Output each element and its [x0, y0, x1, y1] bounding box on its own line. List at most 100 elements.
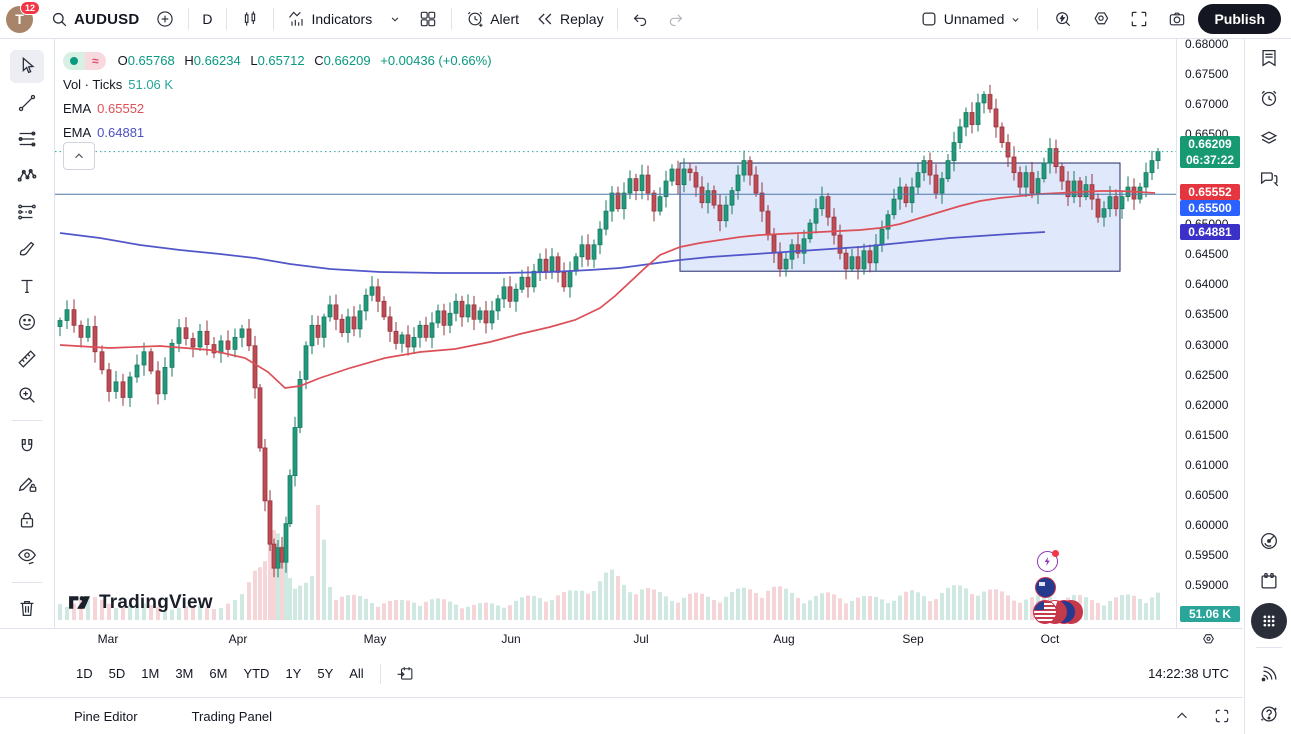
separator — [225, 8, 227, 30]
price-tick: 0.62000 — [1185, 397, 1229, 412]
chart-type-button[interactable] — [233, 5, 267, 33]
trend-line-icon — [16, 92, 38, 114]
compare-add-button[interactable] — [148, 5, 182, 33]
tool-xabcd-pattern-button[interactable] — [10, 160, 44, 193]
price-tick: 0.67500 — [1185, 67, 1229, 82]
brush-icon — [16, 238, 38, 260]
price-badge-ema-slow: 0.64881 — [1180, 224, 1240, 240]
range-1y-button[interactable]: 1Y — [277, 661, 309, 686]
publish-button[interactable]: Publish — [1198, 4, 1281, 34]
range-1m-button[interactable]: 1M — [133, 661, 167, 686]
ema-slow-line[interactable] — [59, 231, 1046, 274]
tool-cursor-button[interactable] — [10, 50, 44, 83]
quick-search-button[interactable] — [1046, 5, 1080, 33]
redo-icon — [666, 10, 685, 29]
chart-pane[interactable]: ≈ O0.65768 H0.66234 L0.65712 C0.66209 +0… — [55, 38, 1176, 628]
month-label-mar: Mar — [97, 632, 119, 646]
range-5d-button[interactable]: 5D — [101, 661, 134, 686]
axis-settings-gear-icon[interactable] — [1200, 631, 1217, 653]
replay-button[interactable]: Replay — [528, 5, 611, 33]
plus-circle-icon — [155, 9, 175, 29]
save-layout-button[interactable]: Unnamed — [912, 5, 1030, 33]
tool-edit-lock-button[interactable] — [10, 467, 44, 500]
economic-event-au-flag-icon[interactable] — [1035, 577, 1056, 598]
tool-brush-button[interactable] — [10, 233, 44, 266]
price-tick: 0.61000 — [1185, 457, 1229, 472]
chart-settings-button[interactable] — [1084, 5, 1118, 33]
tool-lock-button[interactable] — [10, 504, 44, 537]
calendar-icon — [1258, 570, 1280, 592]
undo-button[interactable] — [624, 6, 657, 33]
chevron-up-icon — [75, 153, 83, 159]
panel-maximize-icon[interactable] — [1213, 707, 1231, 725]
ema-fast-line[interactable] — [59, 190, 1156, 389]
chevron-down-icon — [388, 12, 402, 26]
notification-badge: 12 — [19, 0, 40, 15]
range-all-button[interactable]: All — [341, 661, 371, 686]
help-icon — [1258, 703, 1280, 725]
screener-radar-icon — [1258, 530, 1280, 552]
indicator-row-2[interactable]: EMA 0.64881 — [63, 121, 492, 145]
snapshot-button[interactable] — [1160, 5, 1194, 33]
collapse-legend-button[interactable] — [63, 142, 95, 170]
sidebar-screener-radar-button[interactable] — [1249, 521, 1289, 561]
time-axis[interactable]: Mar Apr May Jun Jul Aug Sep Oct — [0, 628, 1243, 651]
panel-chevron-up-icon[interactable] — [1173, 707, 1191, 725]
right-sidebar — [1244, 38, 1291, 734]
range-1d-button[interactable]: 1D — [68, 661, 101, 686]
tool-trend-line-button[interactable] — [10, 87, 44, 120]
range-3m-button[interactable]: 3M — [167, 661, 201, 686]
tool-trash-button[interactable] — [10, 592, 44, 625]
utc-clock[interactable]: 14:22:38 UTC — [1148, 666, 1229, 681]
symbol-search-button[interactable]: AUDUSD — [43, 6, 146, 33]
range-ytd-button[interactable]: YTD — [235, 661, 277, 686]
candlestick-chart[interactable] — [55, 38, 1176, 628]
date-ranges: 1D 5D 1M 3M 6M YTD 1Y 5Y All — [68, 661, 372, 686]
separator — [616, 8, 618, 30]
sidebar-alerts-clock-button[interactable] — [1249, 78, 1289, 118]
separator — [451, 8, 453, 30]
tool-fib-retracement-button[interactable] — [10, 123, 44, 156]
sidebar-calendar-button[interactable] — [1249, 561, 1289, 601]
range-6m-button[interactable]: 6M — [201, 661, 235, 686]
tool-forecast-button[interactable] — [10, 196, 44, 229]
redo-button[interactable] — [659, 6, 692, 33]
tool-zoom-in-button[interactable] — [10, 379, 44, 412]
price-axis[interactable]: 0.680000.675000.670000.665000.660000.655… — [1176, 37, 1244, 628]
indicators-dropdown-button[interactable] — [381, 8, 409, 30]
go-to-date-button[interactable] — [389, 660, 422, 687]
grid-layout-icon — [418, 9, 438, 29]
tool-emoji-button[interactable] — [10, 306, 44, 339]
economic-event-flash-icon[interactable] — [1037, 550, 1059, 572]
tool-magnet-button[interactable] — [10, 430, 44, 463]
indicator-row-1[interactable]: EMA 0.65552 — [63, 97, 492, 121]
indicator-row-0[interactable]: Vol · Ticks 51.06 K — [63, 73, 492, 97]
indicator-templates-button[interactable] — [411, 5, 445, 33]
tool-ruler-button[interactable] — [10, 342, 44, 375]
interval-button[interactable]: D — [195, 7, 219, 31]
candlestick-icon — [240, 9, 260, 29]
tab-pine-editor[interactable]: Pine Editor — [68, 708, 144, 725]
sidebar-help-button[interactable] — [1249, 694, 1289, 734]
tool-eye-button[interactable] — [10, 540, 44, 573]
indicators-button[interactable]: Indicators — [280, 5, 380, 33]
month-label-apr: Apr — [228, 632, 248, 646]
sidebar-signal-button[interactable] — [1249, 654, 1289, 694]
fullscreen-button[interactable] — [1122, 5, 1156, 33]
tab-trading-panel[interactable]: Trading Panel — [186, 708, 278, 725]
symbol-legend-row[interactable]: ≈ O0.65768 H0.66234 L0.65712 C0.66209 +0… — [63, 49, 492, 73]
ruler-icon — [16, 348, 38, 370]
sidebar-chat-button[interactable] — [1249, 158, 1289, 198]
eye-icon — [16, 545, 38, 567]
zoom-in-icon — [16, 384, 38, 406]
alert-button[interactable]: Alert — [458, 5, 526, 33]
range-5y-button[interactable]: 5Y — [309, 661, 341, 686]
data-source-pill[interactable]: ≈ — [63, 52, 106, 70]
sidebar-apps-grid-button[interactable] — [1249, 601, 1289, 641]
sidebar-layers-button[interactable] — [1249, 118, 1289, 158]
ohlc-values: O0.65768 H0.66234 L0.65712 C0.66209 +0.0… — [117, 53, 492, 68]
divider — [12, 581, 42, 583]
user-avatar[interactable]: T 12 — [6, 0, 40, 33]
sidebar-watchlist-button[interactable] — [1249, 38, 1289, 78]
tool-text-button[interactable] — [10, 269, 44, 302]
